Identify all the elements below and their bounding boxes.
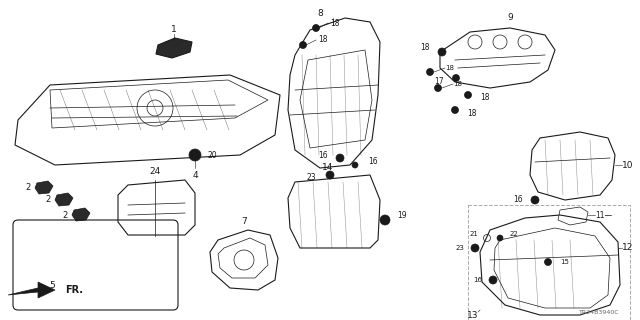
Text: 21: 21 (469, 231, 478, 237)
Text: 1: 1 (171, 26, 177, 35)
Text: 16: 16 (368, 157, 378, 166)
Text: 9: 9 (507, 13, 513, 22)
Text: 22: 22 (510, 231, 519, 237)
Circle shape (452, 75, 460, 82)
Polygon shape (35, 181, 53, 194)
Text: 15: 15 (560, 259, 569, 265)
Text: 17: 17 (435, 77, 444, 86)
Circle shape (471, 244, 479, 252)
Circle shape (380, 215, 390, 225)
Circle shape (435, 84, 442, 92)
Text: 2: 2 (26, 183, 31, 193)
Text: 23: 23 (455, 245, 464, 251)
Circle shape (531, 196, 539, 204)
Polygon shape (156, 38, 192, 58)
Polygon shape (55, 193, 73, 206)
Text: 8: 8 (317, 10, 323, 19)
Text: 18: 18 (467, 108, 477, 117)
Circle shape (312, 25, 319, 31)
Text: 20: 20 (208, 150, 218, 159)
Circle shape (189, 149, 201, 161)
Text: 18: 18 (445, 65, 454, 71)
Circle shape (438, 48, 446, 56)
Circle shape (497, 235, 503, 241)
Circle shape (336, 154, 344, 162)
Text: 19: 19 (397, 211, 406, 220)
Bar (468, 205, 630, 320)
Text: 2: 2 (63, 211, 68, 220)
Polygon shape (8, 282, 55, 298)
Text: 18: 18 (318, 36, 328, 44)
Text: 5: 5 (49, 281, 55, 290)
Text: TR24B3940C: TR24B3940C (579, 310, 620, 315)
Circle shape (465, 92, 472, 99)
Text: 7: 7 (241, 218, 247, 227)
Circle shape (545, 259, 552, 266)
Text: 10: 10 (622, 161, 634, 170)
Text: 16: 16 (473, 277, 482, 283)
Circle shape (352, 162, 358, 168)
Text: 18: 18 (330, 19, 339, 28)
Text: 13: 13 (467, 310, 478, 319)
Text: 23: 23 (307, 173, 316, 182)
Text: 11—: 11— (595, 211, 612, 220)
Circle shape (451, 107, 458, 114)
Polygon shape (72, 208, 90, 221)
Text: 16: 16 (318, 150, 328, 159)
Text: 18: 18 (420, 44, 430, 52)
Circle shape (300, 42, 307, 49)
Text: 12: 12 (622, 244, 634, 252)
Text: 14: 14 (323, 164, 333, 172)
Text: 2: 2 (45, 196, 51, 204)
Circle shape (489, 276, 497, 284)
Text: 4: 4 (192, 171, 198, 180)
Circle shape (426, 68, 433, 76)
Text: 16: 16 (513, 196, 523, 204)
Text: 24: 24 (149, 167, 161, 177)
Text: FR.: FR. (65, 285, 83, 295)
Text: 18: 18 (480, 93, 490, 102)
Text: 18: 18 (453, 81, 462, 87)
Circle shape (326, 171, 334, 179)
